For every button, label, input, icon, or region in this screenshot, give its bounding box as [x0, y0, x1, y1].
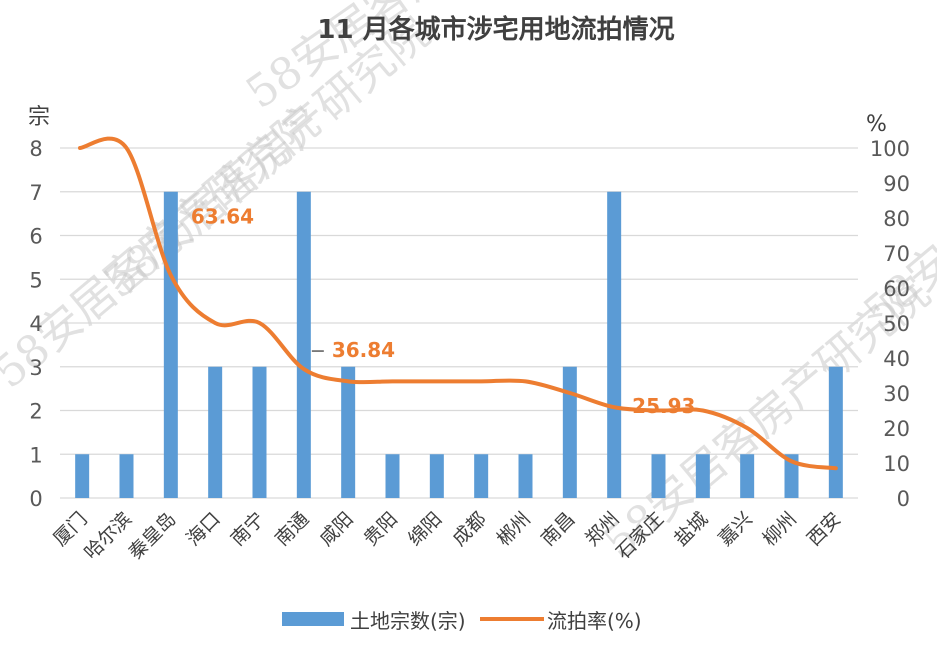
- category-label: 海口: [182, 508, 224, 550]
- chart-title: 11 月各城市涉宅用地流拍情况: [317, 14, 674, 45]
- line-series: [78, 136, 838, 471]
- right-axis-tick-label: 60: [883, 277, 910, 301]
- left-axis-unit: 宗: [28, 105, 50, 130]
- bar: [429, 454, 444, 498]
- bar: [252, 366, 267, 498]
- bar: [385, 454, 400, 498]
- right-axis-tick-label: 100: [870, 137, 910, 161]
- bar: [562, 366, 577, 498]
- bar: [75, 454, 90, 498]
- bar: [163, 191, 178, 498]
- right-axis-tick-label: 90: [883, 172, 910, 196]
- category-label: 成都: [448, 508, 490, 550]
- bar: [341, 366, 356, 498]
- left-axis-tick-label: 7: [29, 181, 42, 205]
- right-axis-tick-label: 0: [897, 487, 910, 511]
- right-axis-tick-label: 30: [883, 382, 910, 406]
- left-axis-tick-label: 6: [29, 225, 42, 249]
- rate-line: [78, 136, 838, 471]
- legend-label-bar: 土地宗数(宗): [350, 609, 466, 633]
- category-label: 南昌: [537, 508, 579, 550]
- left-axis-tick-label: 8: [29, 137, 42, 161]
- bar: [740, 454, 755, 498]
- left-axis-ticks: 0 1 2 3 4 5 6 7 8: [29, 137, 42, 511]
- annotation-label: 63.64: [191, 204, 254, 228]
- left-axis-tick-label: 3: [29, 356, 42, 380]
- category-label: 秦皇岛: [124, 508, 180, 564]
- bar: [474, 454, 489, 498]
- legend-label-line: 流拍率(%): [547, 609, 642, 633]
- right-axis-ticks: 0 10 20 30 40 50 60 70 80 90 100: [870, 137, 910, 511]
- category-label: 哈尔滨: [80, 508, 136, 564]
- annotation-label: 36.84: [332, 338, 395, 362]
- left-axis-tick-label: 2: [29, 400, 42, 424]
- bar: [784, 454, 799, 498]
- category-label: 绵阳: [404, 508, 446, 550]
- bar: [208, 366, 223, 498]
- left-axis-tick-label: 0: [29, 487, 42, 511]
- category-label: 贵阳: [360, 508, 402, 550]
- annotation-label: 25.93: [632, 394, 695, 418]
- left-axis-tick-label: 4: [29, 312, 42, 336]
- right-axis-tick-label: 70: [883, 242, 910, 266]
- right-axis-tick-label: 50: [883, 312, 910, 336]
- right-axis-tick-label: 20: [883, 417, 910, 441]
- bar: [518, 454, 533, 498]
- bar: [695, 454, 710, 498]
- bar: [607, 191, 622, 498]
- bar: [296, 191, 311, 498]
- gridlines: [60, 147, 858, 499]
- left-axis-tick-label: 1: [29, 443, 42, 467]
- left-axis-tick-label: 5: [29, 268, 42, 292]
- bar: [119, 454, 134, 498]
- right-axis-tick-label: 10: [883, 452, 910, 476]
- category-label: 嘉兴: [714, 508, 756, 550]
- bar-series: [75, 191, 843, 498]
- right-axis-tick-label: 80: [883, 207, 910, 231]
- category-label: 南宁: [227, 508, 269, 550]
- category-label: 柳州: [759, 508, 801, 550]
- category-label: 南通: [271, 508, 313, 550]
- category-label: 咸阳: [315, 508, 357, 550]
- category-label: 郴州: [493, 508, 535, 550]
- legend: 土地宗数(宗) 流拍率(%): [282, 609, 642, 633]
- data-annotations: 63.64 36.84 25.93: [191, 204, 696, 418]
- right-axis-unit: %: [866, 112, 887, 137]
- bar: [651, 454, 666, 498]
- bar: [828, 366, 843, 498]
- category-label: 西安: [803, 508, 845, 550]
- legend-swatch-bar: [282, 612, 344, 626]
- right-axis-tick-label: 40: [883, 347, 910, 371]
